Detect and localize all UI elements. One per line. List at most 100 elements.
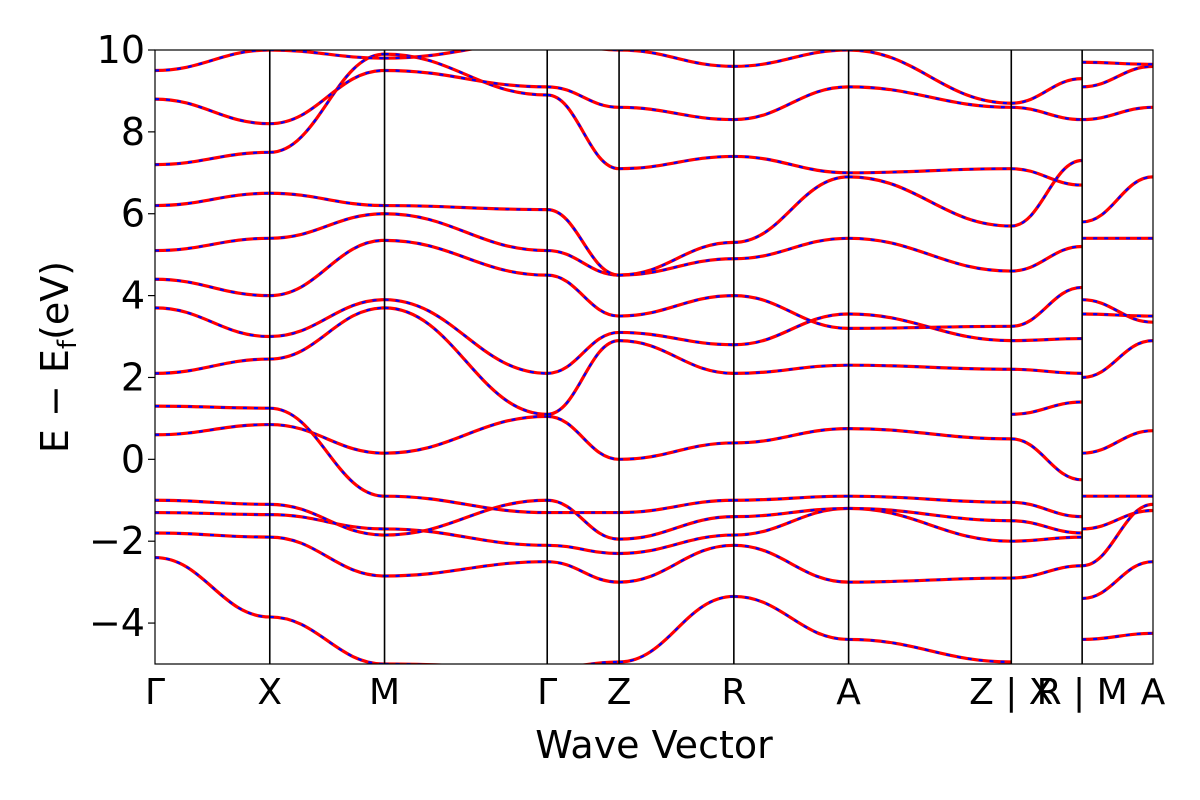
band-line-dashed-seg5-b12: [733, 85, 849, 121]
band-line-seg1-b4: [269, 422, 385, 455]
band-line-seg5-b8: [733, 294, 849, 330]
band-line-dashed-seg1-b12: [269, 69, 385, 125]
y-axis-ticks: −4 −2 0 2 4 6 8 10: [89, 28, 155, 645]
band-line-dashed-seg0-b11: [155, 151, 270, 166]
band-line-dashed-seg7-b12: [1011, 106, 1083, 121]
y-tick-label-2: 0: [121, 437, 145, 481]
band-line-seg7-b13: [1011, 77, 1083, 105]
x-axis-label: Wave Vector: [535, 723, 773, 767]
band-line-dashed-seg7-b3: [1011, 501, 1083, 518]
band-line-seg2-b9: [384, 212, 548, 253]
band-line-seg3-b4: [547, 414, 620, 461]
band-line-dashed-seg5-b6: [733, 364, 849, 375]
band-line-seg6-b4: [848, 427, 1012, 441]
y-axis-label-subscript: f: [53, 339, 83, 349]
band-line-dashed-seg8-b11: [1082, 106, 1153, 121]
band-line-dashed-seg7-b5: [1011, 400, 1083, 416]
band-line-seg8-b1: [1082, 560, 1153, 601]
x-tick-label-3: Γ: [537, 672, 557, 713]
band-line-dashed-seg4-b13: [619, 50, 734, 68]
band-line-seg8-b5: [1082, 429, 1153, 455]
band-line-dashed-seg8-b8: [1082, 298, 1153, 324]
x-tick-label-5: R: [721, 672, 746, 713]
band-line-dashed-seg0-b13: [155, 50, 270, 72]
band-line-dashed-seg2-b3: [384, 499, 548, 537]
band-line-dashed-seg0-b3: [155, 499, 270, 506]
band-line-seg1-b8: [269, 238, 385, 298]
band-line-seg6-b9: [848, 236, 1012, 273]
band-line-dashed-seg5-b10: [733, 175, 849, 244]
band-lines: [155, 50, 1153, 664]
band-line-dashed-seg2-b6: [384, 306, 548, 416]
x-tick-label-8: R | M: [1037, 672, 1128, 713]
band-line-dashed-seg6-b13: [848, 50, 1012, 105]
band-line-seg3-b13: [597, 50, 620, 52]
band-line-dashed-seg1-b9: [269, 212, 385, 240]
y-tick-label-1: −2: [89, 519, 145, 563]
plot-frame: [154, 49, 1154, 665]
y-tick-label-5: 6: [121, 192, 145, 236]
band-line-seg5-b0: [733, 594, 849, 642]
band-line-seg5-b12: [733, 85, 849, 122]
band-line-dashed-seg4-b4: [619, 441, 734, 461]
band-line-dashed-seg7-b9: [1011, 245, 1083, 273]
band-line-dashed-seg7-b6: [1011, 368, 1083, 375]
band-line-seg3-b10: [547, 208, 620, 277]
band-line-dashed-seg5-b4: [733, 427, 849, 445]
x-tick-label-6: A: [836, 672, 861, 713]
band-line-seg0-b12: [155, 97, 270, 126]
band-line-seg3-b8: [547, 273, 620, 318]
x-tick-label-1: X: [257, 672, 282, 713]
band-line-seg6-b13: [848, 50, 1012, 105]
x-tick-label-9: A: [1141, 672, 1166, 713]
band-line-dashed-seg8-b7: [1082, 312, 1153, 318]
band-line-dashed-seg7-b11: [1011, 167, 1083, 187]
band-line-seg6-b10: [848, 175, 1012, 228]
band-line-dashed-seg2-b4: [384, 415, 548, 455]
band-line-dashed-seg5-b7: [733, 312, 849, 346]
band-line-dashed-seg2-b8: [384, 239, 548, 277]
band-line-dashed-seg7-b2: [1011, 519, 1083, 535]
band-line-dashed-seg4-b1: [619, 544, 734, 584]
band-line-dashed-seg7-b1: [1011, 536, 1083, 543]
band-line-dashed-seg0-b5: [155, 405, 270, 410]
y-tick-label-4: 4: [121, 274, 145, 318]
band-line-dashed-seg3-b13: [600, 50, 620, 52]
band-line-dashed-seg8-b3: [1082, 509, 1153, 531]
band-line-dashed-seg6-b9: [848, 237, 1012, 273]
band-line-dashed-seg8-b13: [1082, 61, 1153, 66]
band-line-seg2-b13: [384, 50, 476, 60]
band-line-seg6-b6: [848, 363, 1012, 371]
band-line-seg3-b7: [547, 330, 620, 375]
y-tick-label-7: 10: [97, 28, 145, 72]
band-line-dashed-seg6-b7: [848, 312, 1012, 342]
band-line-seg2-b11: [384, 52, 548, 97]
band-line-dashed-seg0-b10: [155, 192, 270, 207]
band-line-seg2-b5: [384, 494, 548, 515]
band-line-seg7-b9: [1011, 244, 1083, 273]
band-line-seg5-b7: [733, 312, 849, 347]
band-line-seg3-b3: [547, 498, 620, 541]
band-line-dashed-seg0-b4: [155, 423, 270, 436]
band-line-dashed-seg5-b13: [733, 50, 849, 68]
band-line-seg8-b6: [1082, 339, 1153, 380]
band-line-dashed-seg6-b12: [848, 85, 1012, 109]
band-line-dashed-seg5-b11: [733, 155, 849, 174]
x-tick-label-2: M: [369, 672, 400, 713]
band-line-seg1-b0: [269, 615, 385, 664]
band-line-seg8-b2: [1081, 502, 1153, 568]
band-line-dashed-seg1-b2: [269, 513, 385, 531]
band-line-seg4-b1: [619, 543, 734, 584]
band-line-seg1-b12: [269, 68, 385, 126]
band-line-dashed-seg1-b6: [269, 306, 385, 361]
band-line-dashed-seg5-b9: [733, 237, 849, 260]
band-line-seg1-b7: [269, 298, 385, 339]
band-line-dashed-seg2-b9: [384, 212, 548, 252]
band-line-dashed-seg4-b7: [619, 331, 734, 346]
band-line-dashed-seg3-b12: [547, 85, 620, 109]
band-line-seg3-b0: [579, 660, 620, 664]
band-line-dashed-seg1-b10: [269, 192, 385, 207]
band-line-dashed-seg3-b2: [547, 544, 620, 555]
band-line-seg3-b11: [546, 93, 620, 171]
band-line-dashed-seg4-b0: [619, 595, 734, 664]
